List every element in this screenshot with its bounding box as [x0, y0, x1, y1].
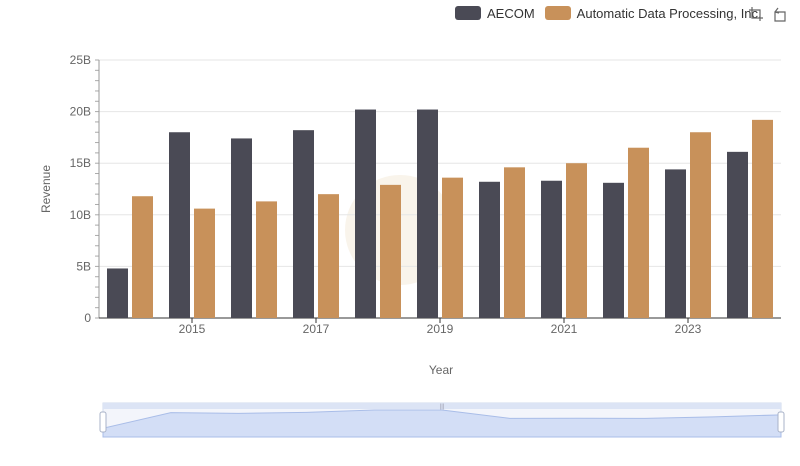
bar-adp [566, 163, 587, 318]
zoom-slider-preview [102, 409, 782, 438]
bar-aecom [417, 109, 438, 318]
x-tick-label: 2021 [551, 322, 578, 336]
bar-aecom [355, 109, 376, 318]
bar-adp [628, 147, 649, 318]
restore-icon[interactable] [772, 6, 788, 22]
bar-adp [132, 196, 153, 318]
legend-item-aecom[interactable]: AECOM [455, 6, 535, 21]
y-tick-label: 20B [70, 105, 91, 119]
bar-aecom [107, 268, 128, 318]
bar-aecom [665, 169, 686, 318]
legend-label-aecom: AECOM [487, 5, 535, 21]
x-tick-label: 2019 [427, 322, 454, 336]
legend-swatch-adp [544, 6, 571, 20]
zoom-icon[interactable] [748, 6, 764, 22]
zoom-slider-grip: ||| [440, 404, 445, 410]
bar-adp [504, 167, 525, 318]
x-tick-label: 2017 [303, 322, 330, 336]
x-tick-label: 2023 [675, 322, 702, 336]
bar-aecom [541, 180, 562, 318]
y-tick-label: 10B [70, 208, 91, 222]
bar-adp [194, 208, 215, 318]
x-axis-title: Year [429, 363, 453, 377]
legend: AECOM Automatic Data Processing, Inc. [455, 4, 762, 22]
bar-adp [442, 177, 463, 318]
legend-label-adp: Automatic Data Processing, Inc. [576, 5, 762, 21]
y-axis-title: Revenue [39, 165, 53, 213]
y-tick-label: 0 [84, 311, 91, 325]
legend-swatch-aecom [455, 6, 481, 20]
bar-adp [752, 119, 773, 318]
zoom-handle-right[interactable] [777, 411, 785, 433]
y-tick-label: 25B [70, 53, 91, 67]
y-tick-label: 15B [70, 156, 91, 170]
bar-adp [318, 194, 339, 318]
bar-adp [690, 132, 711, 318]
bar-aecom [169, 132, 190, 318]
bar-adp [380, 184, 401, 318]
bar-aecom [479, 181, 500, 318]
bar-aecom [603, 182, 624, 318]
x-tick-label: 2015 [179, 322, 206, 336]
bar-aecom [727, 151, 748, 318]
bar-aecom [293, 130, 314, 318]
y-tick-label: 5B [76, 259, 91, 273]
chart-toolbar [748, 6, 788, 22]
zoom-slider-top-bar [103, 403, 781, 409]
zoom-handle-left[interactable] [99, 411, 107, 433]
bar-adp [256, 201, 277, 318]
bar-aecom [231, 138, 252, 318]
legend-item-adp[interactable]: Automatic Data Processing, Inc. [544, 5, 762, 21]
